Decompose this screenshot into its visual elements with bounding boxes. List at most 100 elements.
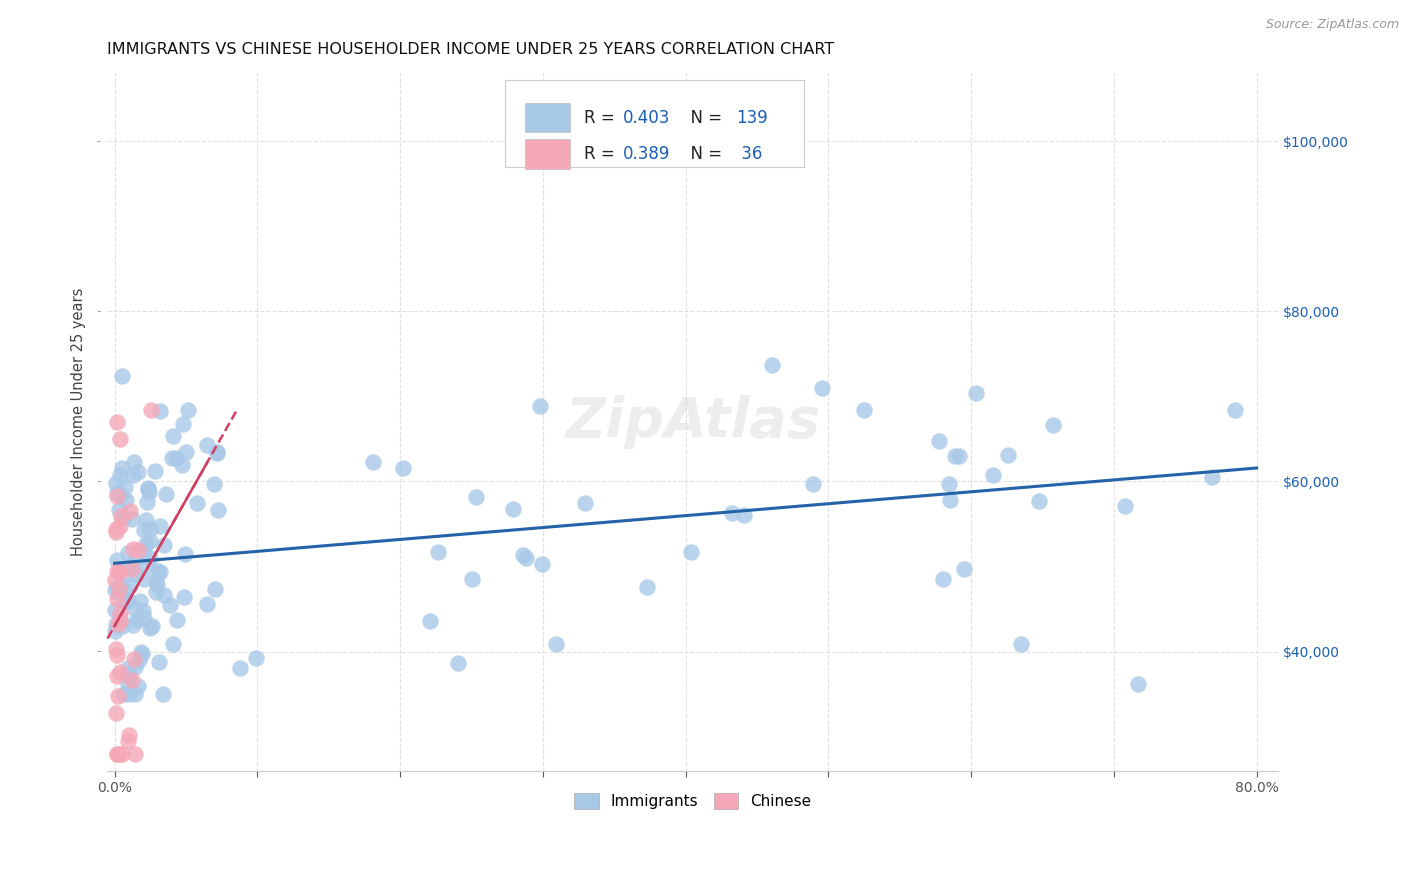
Point: [852, 402, 875, 417]
Point: [104, 641, 127, 656]
Point: [938, 493, 960, 508]
Point: [108, 467, 131, 482]
Point: [363, 455, 385, 469]
Point: [145, 585, 167, 599]
Point: [108, 611, 131, 625]
Point: [107, 689, 129, 703]
Point: [124, 747, 146, 761]
Point: [512, 548, 534, 562]
Point: [166, 613, 188, 627]
Point: [132, 523, 155, 537]
Point: [105, 747, 128, 761]
Point: [1201, 470, 1223, 484]
Point: [186, 495, 208, 509]
Point: [104, 475, 127, 490]
Point: [207, 502, 229, 516]
Point: [149, 565, 172, 579]
Point: [111, 461, 134, 475]
Point: [122, 652, 145, 666]
Point: [174, 445, 197, 459]
Point: [515, 551, 537, 566]
Point: [117, 661, 139, 675]
Point: [141, 619, 163, 633]
Text: 0.389: 0.389: [623, 145, 669, 163]
Point: [148, 564, 170, 578]
Point: [938, 476, 960, 491]
Point: [118, 559, 141, 574]
Point: [118, 668, 141, 682]
Point: [195, 438, 218, 452]
Point: [205, 446, 228, 460]
Point: [111, 511, 134, 525]
Point: [124, 687, 146, 701]
Point: [114, 566, 136, 581]
Point: [136, 558, 159, 572]
Point: [104, 616, 127, 631]
Point: [170, 458, 193, 473]
Point: [530, 557, 553, 571]
Point: [529, 400, 551, 414]
Point: [104, 573, 127, 587]
Point: [139, 621, 162, 635]
Point: [105, 648, 128, 663]
Point: [121, 562, 143, 576]
Text: N =: N =: [681, 109, 727, 127]
Point: [138, 550, 160, 565]
Point: [801, 476, 824, 491]
Point: [145, 574, 167, 588]
Point: [127, 679, 149, 693]
Point: [981, 467, 1004, 482]
Point: [110, 508, 132, 523]
Point: [932, 572, 955, 586]
Point: [204, 582, 226, 596]
FancyBboxPatch shape: [506, 80, 804, 168]
Point: [155, 487, 177, 501]
Point: [110, 432, 132, 446]
Point: [152, 687, 174, 701]
Point: [129, 645, 152, 659]
Point: [121, 512, 143, 526]
Point: [105, 747, 128, 761]
Point: [124, 601, 146, 615]
Point: [125, 567, 148, 582]
Point: [117, 546, 139, 560]
Point: [948, 449, 970, 463]
Point: [636, 580, 658, 594]
Point: [122, 468, 145, 483]
Text: R =: R =: [583, 109, 620, 127]
Point: [160, 450, 183, 465]
Point: [127, 465, 149, 479]
Point: [105, 415, 128, 429]
Point: [1010, 637, 1032, 651]
Text: ZipAtlas: ZipAtlas: [565, 395, 820, 449]
Point: [391, 461, 413, 475]
Point: [104, 624, 127, 638]
Point: [721, 506, 744, 520]
Point: [139, 522, 162, 536]
Point: [105, 522, 128, 536]
Point: [141, 402, 163, 417]
Point: [114, 492, 136, 507]
Point: [162, 429, 184, 443]
Point: [117, 728, 139, 742]
Point: [105, 489, 128, 503]
Point: [153, 588, 176, 602]
Text: N =: N =: [681, 145, 727, 163]
Point: [943, 449, 966, 463]
Point: [810, 381, 832, 395]
Point: [107, 586, 129, 600]
Point: [143, 464, 166, 478]
Point: [952, 562, 974, 576]
Point: [229, 661, 252, 675]
Point: [118, 687, 141, 701]
Point: [110, 665, 132, 679]
Point: [104, 582, 127, 597]
Point: [461, 572, 484, 586]
Point: [172, 417, 194, 432]
Point: [205, 445, 228, 459]
Point: [928, 434, 950, 448]
Point: [681, 545, 703, 559]
FancyBboxPatch shape: [526, 139, 569, 169]
Point: [114, 582, 136, 597]
Point: [128, 653, 150, 667]
